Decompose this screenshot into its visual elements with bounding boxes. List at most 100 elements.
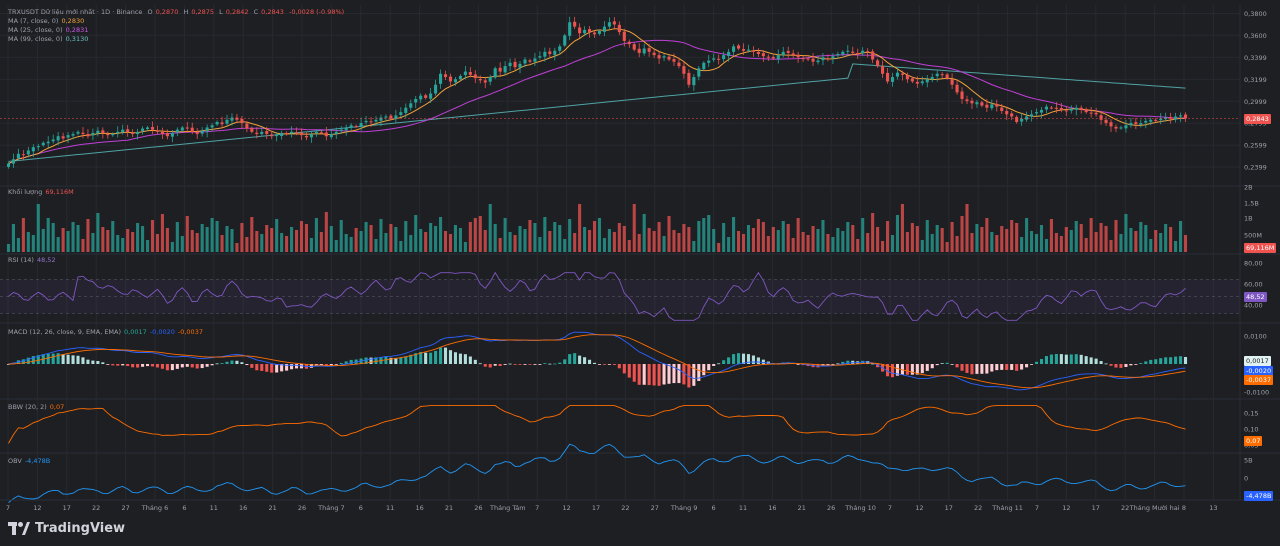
macd-histogram-bar [930, 364, 934, 369]
candle-body [220, 122, 224, 125]
macd-histogram-bar [707, 364, 711, 371]
volume-bar [866, 233, 870, 252]
volume-bar [940, 228, 944, 252]
macd-histogram-bar [185, 364, 189, 367]
volume-bar [1169, 227, 1173, 252]
candle-body [508, 62, 512, 67]
candle-body [319, 132, 323, 134]
volume-bar [111, 221, 115, 252]
time-axis-label: 8 [1182, 504, 1186, 512]
volume-bar [841, 231, 845, 252]
volume-bar [1049, 219, 1053, 252]
macd-histogram-bar [51, 353, 55, 364]
volume-bar [960, 216, 964, 252]
volume-bar [419, 229, 423, 252]
volume-bar [945, 242, 949, 252]
candle-body [448, 76, 453, 82]
volume-bar [528, 220, 532, 252]
volume-bar [1183, 235, 1188, 252]
volume-bar [180, 236, 184, 252]
candle-body [31, 147, 35, 152]
candle-body [26, 150, 30, 155]
candle-body [975, 102, 979, 105]
candle-body [831, 56, 835, 59]
candle-body [349, 125, 353, 128]
volume-bar [508, 232, 512, 252]
footer [0, 515, 1280, 546]
macd-histogram-bar [56, 353, 60, 364]
candle-body [1025, 116, 1029, 120]
ma25-legend: MA (25, close, 0) 0,2831 [8, 26, 89, 34]
candle-body [657, 55, 661, 59]
volume-bar [920, 240, 924, 252]
volume-bar [722, 223, 726, 252]
macd-histogram-bar [170, 364, 174, 371]
candle-body [86, 134, 90, 137]
volume-bar [101, 227, 105, 252]
candle-body [240, 118, 244, 124]
candle-body [473, 74, 477, 79]
macd-histogram-bar [121, 364, 125, 366]
candle-body [578, 27, 582, 34]
tradingview-logo[interactable]: TradingView [8, 521, 125, 536]
candle-body [771, 56, 775, 59]
volume-bar [136, 223, 140, 252]
macd-histogram-bar [533, 364, 537, 365]
candle-body [607, 22, 611, 27]
volume-bar [543, 217, 547, 252]
macd-histogram-bar [915, 364, 919, 375]
volume-tick-label: 1,5B [1244, 200, 1259, 208]
candle-body [925, 79, 929, 83]
candle-body [895, 72, 900, 77]
volume-bar [607, 229, 611, 252]
macd-histogram-bar [692, 364, 696, 386]
candle-body [786, 50, 790, 53]
volume-bar [950, 222, 954, 252]
macd-histogram-bar [910, 364, 914, 375]
time-axis-label: 7 [888, 504, 892, 512]
candle-body [1005, 111, 1009, 115]
macd-histogram-bar [165, 364, 169, 371]
macd-histogram-bar [722, 360, 726, 364]
volume-bar [1104, 226, 1108, 252]
volume-bar [126, 229, 130, 252]
macd-histogram-bar [26, 357, 30, 364]
candle-body [339, 129, 343, 131]
volume-bar [1129, 228, 1133, 252]
macd-histogram-bar [1054, 353, 1058, 364]
volume-bar [781, 221, 785, 252]
rsi-tick-label: 60,00 [1244, 281, 1263, 289]
volume-bar [791, 238, 795, 252]
macd-histogram-bar [270, 364, 274, 373]
candle-body [662, 56, 666, 58]
candle-body [1074, 107, 1078, 110]
trading-chart[interactable]: 0,38000,36000,33990,31990,29990,27990,25… [0, 0, 1280, 515]
volume-bar [374, 239, 378, 252]
volume-bar [324, 212, 328, 252]
candle-body [985, 104, 989, 108]
candle-body [890, 77, 895, 82]
candle-body [1064, 110, 1068, 112]
volume-bar [106, 230, 110, 252]
macd-histogram-bar [458, 353, 462, 364]
macd-histogram-bar [294, 364, 299, 369]
candle-body [21, 154, 25, 156]
rsi-line [8, 271, 1186, 321]
candle-body [280, 132, 284, 137]
candle-body [811, 58, 815, 62]
volume-bar [369, 225, 373, 252]
candle-body [563, 35, 567, 46]
macd-histogram-bar [583, 357, 587, 364]
macd-histogram-bar [146, 364, 150, 367]
macd-histogram-bar [637, 364, 641, 385]
candle-body [761, 53, 765, 57]
candle-body [324, 132, 328, 137]
volume-bar [583, 227, 587, 252]
volume-bar [1005, 229, 1009, 252]
macd-histogram-bar [866, 361, 870, 364]
candle-body [419, 95, 423, 100]
volume-bar [513, 235, 517, 252]
time-axis-label: Tháng Tám [489, 504, 526, 512]
macd-histogram-bar [568, 354, 572, 364]
candle-body [846, 50, 850, 52]
